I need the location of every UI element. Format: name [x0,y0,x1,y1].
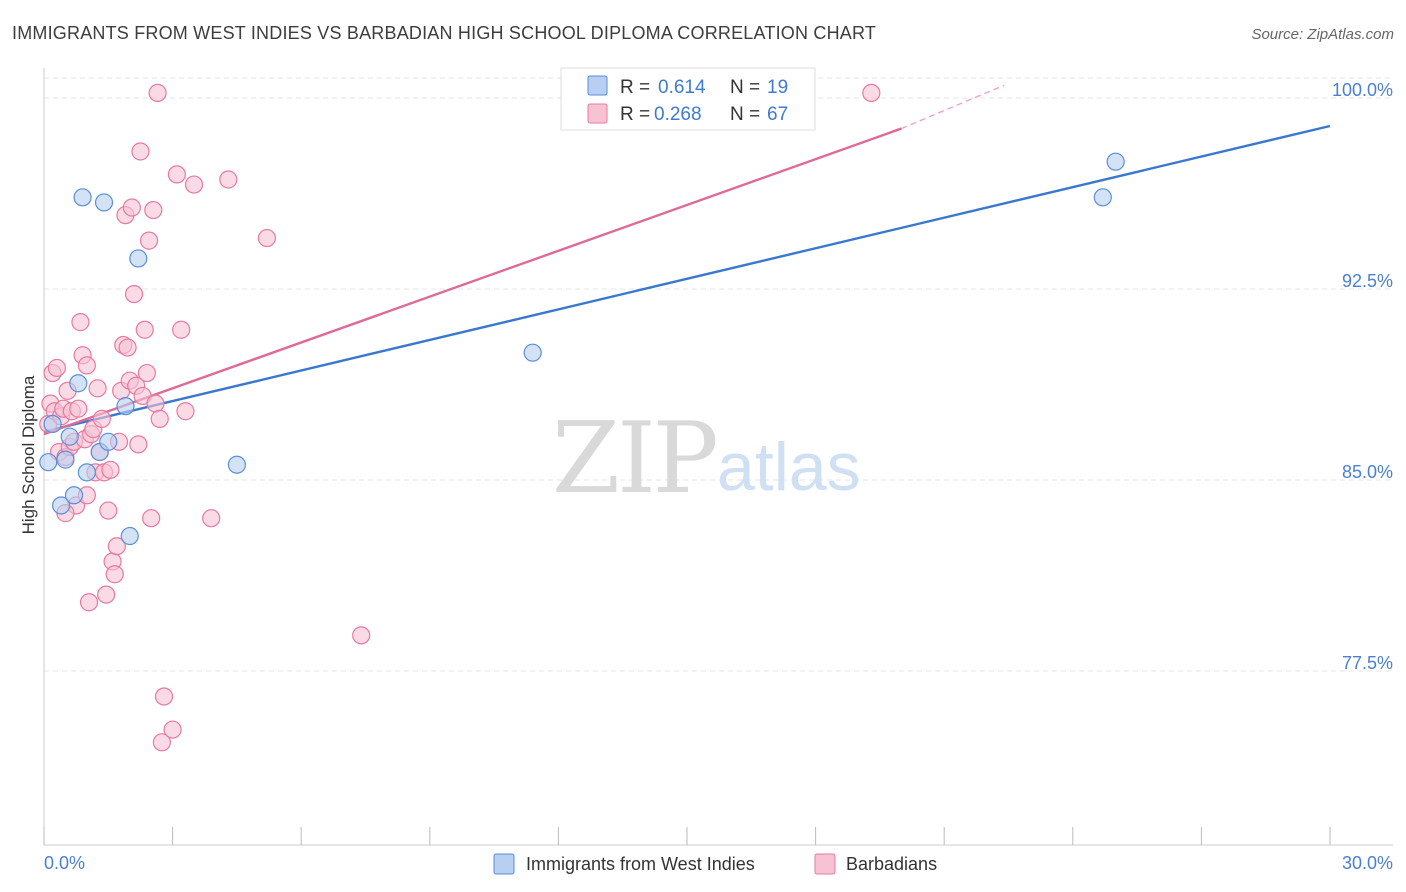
point-barbadians [352,626,371,645]
trend-lines [43,84,1331,436]
point-barbadians [47,358,66,378]
point-barbadians [137,363,156,383]
series-label-barbadians: Barbadians [846,854,937,874]
watermark: ZIP atlas [552,402,861,516]
point-west-indies [99,432,118,451]
point-west-indies [69,374,88,393]
point-west-indies [1106,152,1125,171]
point-barbadians [118,338,137,357]
point-west-indies [73,188,92,207]
point-west-indies [120,526,139,546]
point-barbadians [139,231,159,250]
legend-n-label-2: N = [730,104,760,125]
point-barbadians [202,509,221,528]
point-barbadians [71,313,90,332]
y-tick-label: 77.5% [1342,653,1393,673]
point-barbadians [163,720,182,739]
y-axis-label: High School Diploma [19,375,38,534]
legend-r-value-2: 0.268 [654,104,702,125]
point-barbadians [77,356,96,375]
point-barbadians [176,402,195,421]
point-barbadians [107,537,126,556]
grid-lines [44,77,1393,672]
point-barbadians [135,320,154,339]
point-barbadians [146,394,165,413]
watermark-atlas: atlas [717,429,861,505]
point-barbadians [131,142,150,161]
point-west-indies [56,450,75,469]
legend-r-value-1: 0.614 [658,77,706,98]
point-west-indies [1093,188,1112,207]
chart-source: Source: ZipAtlas.com [1251,26,1394,43]
stats-legend: R = 0.614 N = 19 R = 0.268 N = 67 [560,67,816,131]
legend-r-label-2: R = [620,104,650,125]
point-west-indies [77,463,96,482]
point-west-indies [64,486,84,505]
y-tick-label: 85.0% [1342,462,1393,482]
series-label-west-indies: Immigrants from West Indies [526,854,755,874]
point-barbadians [124,284,144,304]
x-tick-label-max: 30.0% [1342,853,1393,873]
point-west-indies [43,414,62,434]
point-barbadians [101,460,120,479]
trend-line [43,127,902,436]
point-barbadians [148,83,167,103]
y-tick-labels: 77.5% 85.0% 92.5% 100.0% [1332,80,1393,673]
point-barbadians [88,379,107,398]
point-west-indies [523,343,542,362]
point-barbadians [167,165,186,184]
legend-r-label-1: R = [620,77,650,98]
point-west-indies [39,453,58,472]
point-barbadians [257,228,277,248]
series-swatch-west-indies [493,853,515,875]
point-west-indies [129,249,148,268]
legend-swatch-barbadians [587,103,608,124]
legend-swatch-west-indies [587,75,608,96]
point-barbadians [172,320,191,339]
legend-n-value-2: 67 [767,104,788,125]
point-barbadians [184,175,204,194]
legend-n-label-1: N = [730,77,760,98]
point-west-indies [227,455,246,474]
watermark-zip: ZIP [552,402,716,516]
y-tick-label: 92.5% [1342,271,1393,291]
point-barbadians [152,733,171,752]
point-west-indies [60,427,79,446]
point-west-indies [116,397,135,416]
series-swatch-barbadians [814,853,836,875]
data-points [39,83,1125,752]
point-barbadians [99,501,118,520]
trend-line-extension [901,84,1005,130]
point-barbadians [105,565,124,584]
point-west-indies [52,496,71,515]
x-tick-label-min: 0.0% [44,853,85,873]
point-barbadians [154,687,174,706]
point-barbadians [129,435,148,454]
point-barbadians [79,593,99,612]
point-barbadians [144,200,163,220]
point-barbadians [150,409,169,428]
trend-line [43,124,1331,433]
point-barbadians [122,198,141,217]
series-legend: Immigrants from West Indies Barbadians [493,853,937,875]
point-barbadians [97,585,116,604]
point-barbadians [142,509,161,528]
legend-n-value-1: 19 [767,77,788,98]
y-tick-label: 100.0% [1332,80,1393,100]
point-barbadians [219,170,238,189]
point-barbadians [69,399,88,418]
point-west-indies [94,193,114,212]
chart-title: IMMIGRANTS FROM WEST INDIES VS BARBADIAN… [12,23,876,43]
point-barbadians [862,83,881,103]
point-barbadians [92,409,111,428]
